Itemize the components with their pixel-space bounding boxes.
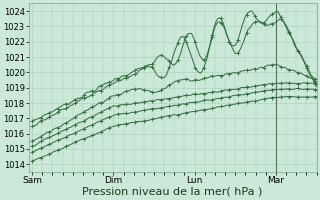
X-axis label: Pression niveau de la mer( hPa ): Pression niveau de la mer( hPa ) (83, 187, 263, 197)
